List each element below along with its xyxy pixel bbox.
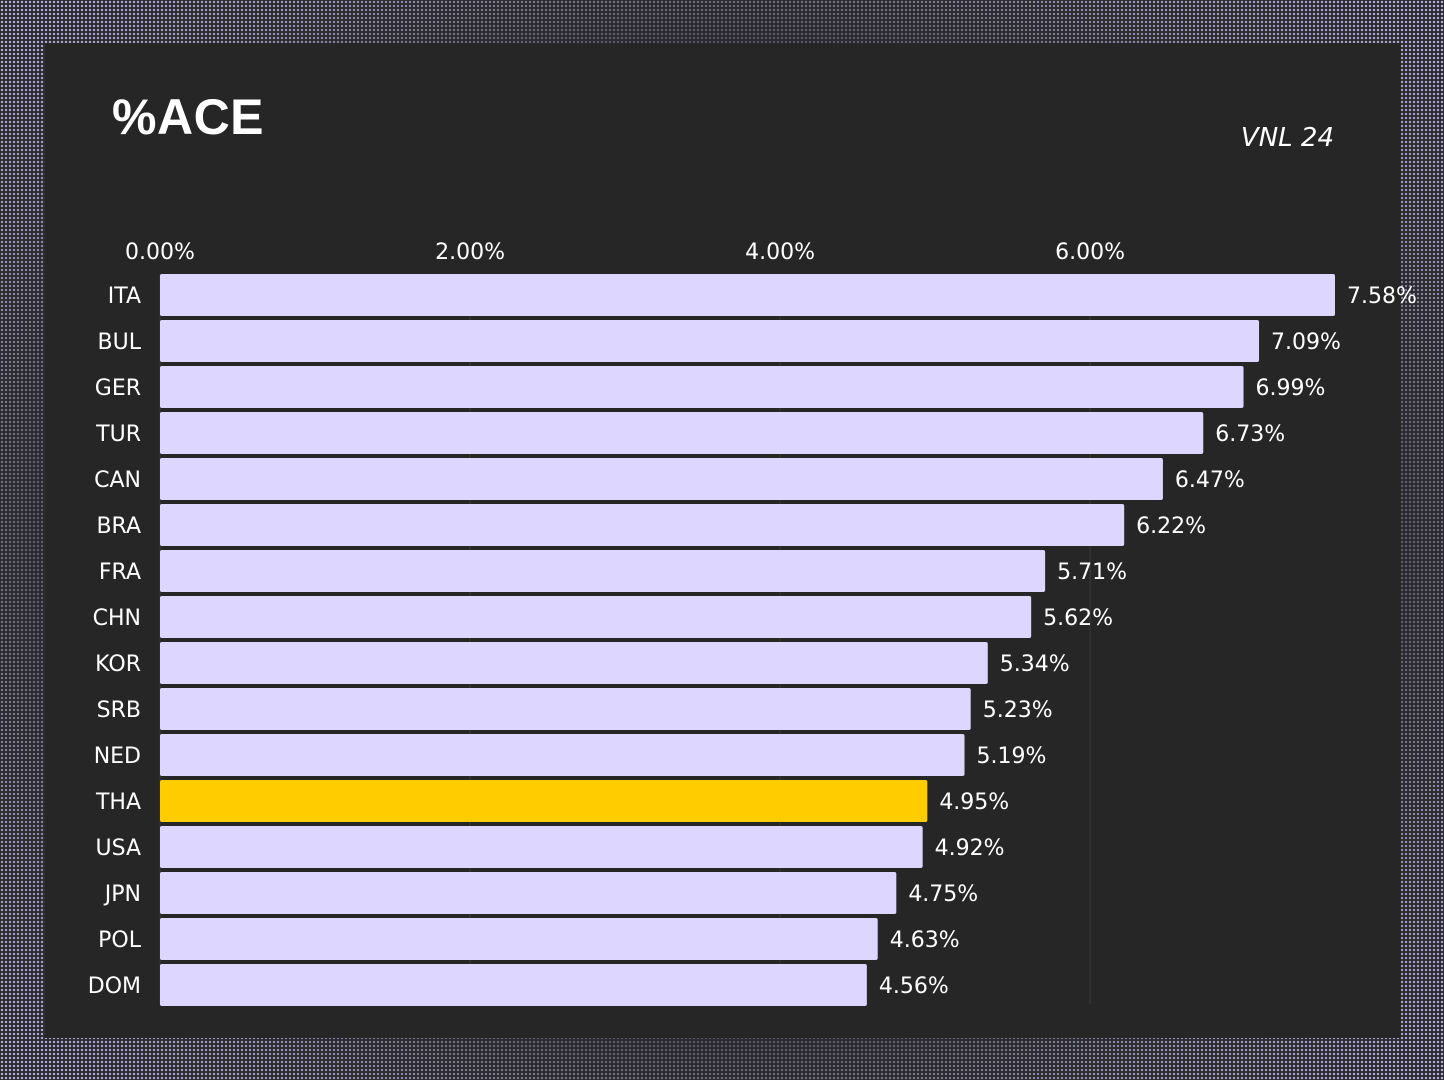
category-label: KOR: [95, 652, 141, 677]
bar-usa: [160, 826, 923, 868]
bar-can: [160, 458, 1163, 500]
bar-ned: [160, 734, 965, 776]
value-label: 5.19%: [977, 744, 1047, 769]
value-label: 6.47%: [1175, 468, 1245, 493]
category-label: TUR: [95, 422, 141, 447]
category-label: FRA: [99, 560, 141, 585]
bar-bul: [160, 320, 1260, 362]
bar-chn: [160, 596, 1032, 638]
value-label: 5.71%: [1057, 560, 1127, 585]
category-label: USA: [95, 836, 141, 861]
value-label: 4.63%: [890, 928, 960, 953]
value-label: 7.58%: [1347, 284, 1417, 309]
category-label: CAN: [94, 468, 141, 493]
value-label: 6.99%: [1256, 376, 1326, 401]
value-label: 6.22%: [1136, 514, 1206, 539]
category-label: BRA: [96, 514, 141, 539]
value-labels: 7.58%7.09% 6.99% 6.73% 6.47% 6.22% 5.71% 5.62%…: [879, 284, 1417, 999]
chart-title: %ACE: [112, 89, 265, 145]
x-tick-label: 0.00%: [125, 240, 195, 265]
category-label: ITA: [108, 284, 141, 309]
value-label: 6.73%: [1215, 422, 1285, 447]
category-labels: ITA BUL GER TUR CAN BRA FRA CHN KOR SRB NED THA USA J…: [88, 284, 142, 999]
value-label: 7.09%: [1271, 330, 1341, 355]
value-label: 5.62%: [1043, 606, 1113, 631]
bar-tur: [160, 412, 1204, 454]
category-label: GER: [95, 376, 141, 401]
bar-jpn: [160, 872, 897, 914]
bar-bra: [160, 504, 1125, 546]
value-label: 5.34%: [1000, 652, 1070, 677]
x-tick-label: 4.00%: [745, 240, 815, 265]
bar-kor: [160, 642, 988, 684]
bar-ger: [160, 366, 1244, 408]
x-tick-label: 6.00%: [1055, 240, 1125, 265]
value-label: 4.56%: [879, 974, 949, 999]
value-label: 4.75%: [908, 882, 978, 907]
category-label: THA: [95, 790, 141, 815]
x-axis-ticks: 0.00% 2.00% 4.00% 6.00%: [125, 240, 1125, 265]
category-label: BUL: [98, 330, 142, 355]
bar-srb: [160, 688, 971, 730]
bar-tha: [160, 780, 928, 822]
bar-dom: [160, 964, 867, 1006]
category-label: NED: [94, 744, 141, 769]
value-label: 4.95%: [939, 790, 1009, 815]
value-label: 4.92%: [935, 836, 1005, 861]
bar-pol: [160, 918, 878, 960]
category-label: CHN: [93, 606, 141, 631]
category-label: SRB: [97, 698, 141, 723]
bars: [160, 274, 1335, 1006]
x-tick-label: 2.00%: [435, 240, 505, 265]
category-label: DOM: [88, 974, 141, 999]
value-label: 5.23%: [983, 698, 1053, 723]
bar-fra: [160, 550, 1046, 592]
category-label: POL: [98, 928, 142, 953]
chart-subtitle: VNL 24: [1240, 123, 1334, 153]
category-label: JPN: [103, 882, 141, 907]
bar-ita: [160, 274, 1335, 316]
